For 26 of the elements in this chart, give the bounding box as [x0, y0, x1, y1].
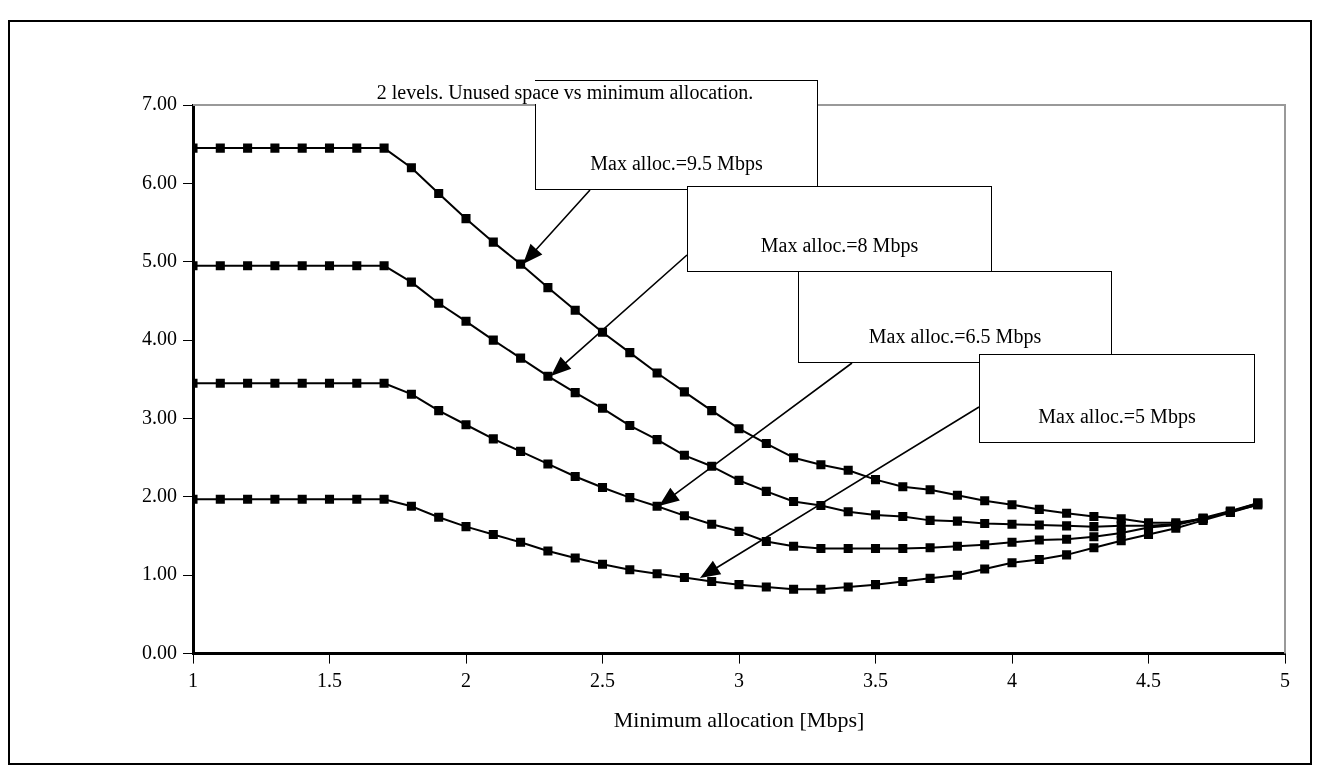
x-tick-label: 4 — [1007, 668, 1017, 691]
chart-title: 2 levels. Unused space vs minimum allocation. — [376, 81, 754, 104]
annotation: Max alloc.=9.5 Mbps — [589, 152, 764, 175]
x-tick-label: 3 — [734, 668, 744, 691]
y-tick-label: 5.00 — [142, 248, 177, 271]
callout-box: Max alloc.=6.5 Mbps — [798, 271, 1112, 363]
annotation: Max alloc.=6.5 Mbps — [867, 325, 1043, 348]
x-tick-label: 2.5 — [590, 668, 615, 691]
y-tick-label: 6.00 — [142, 170, 177, 193]
annotation: Max alloc.=5 Mbps — [1037, 405, 1197, 428]
y-tick-label: 0.00 — [142, 640, 177, 663]
callout-box: Max alloc.=5 Mbps — [979, 354, 1255, 443]
x-tick-label: 2 — [461, 668, 471, 691]
y-tick-label: 7.00 — [142, 92, 177, 115]
y-tick-label: 4.00 — [142, 327, 177, 350]
annotation: Max alloc.=8 Mbps — [759, 234, 920, 257]
y-tick-label: 1.00 — [142, 562, 177, 585]
y-tick-label: 2.00 — [142, 484, 177, 507]
x-tick-label: 1.5 — [317, 668, 342, 691]
y-tick-label: 3.00 — [142, 405, 177, 428]
callout-box: Max alloc.=8 Mbps — [687, 186, 992, 272]
x-tick-label: 4.5 — [1136, 668, 1161, 691]
x-tick-label: 3.5 — [863, 668, 888, 691]
x-tick-label: 1 — [188, 668, 198, 691]
x-tick-label: 5 — [1280, 668, 1290, 691]
x-axis-title: Minimum allocation [Mbps] — [613, 706, 865, 732]
